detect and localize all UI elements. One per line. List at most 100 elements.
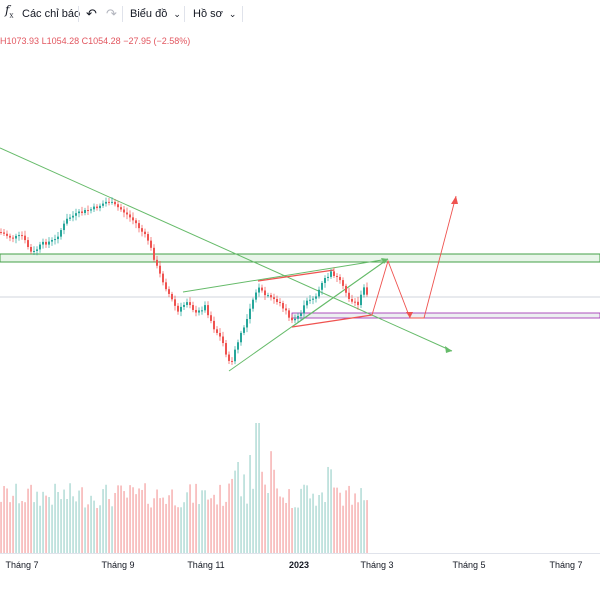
- candle-body: [318, 289, 320, 297]
- volume-bar: [18, 503, 20, 553]
- candle-body: [75, 213, 77, 216]
- volume-bar: [12, 495, 14, 553]
- candle-body: [327, 276, 329, 278]
- downtrend-arrow: [445, 346, 452, 353]
- candle-body: [123, 209, 125, 213]
- wedge-upper-line[interactable]: [182, 258, 389, 293]
- volume-bar: [36, 491, 38, 553]
- volume-bar: [147, 503, 149, 553]
- indicators-button[interactable]: Các chỉ báo: [22, 8, 81, 20]
- volume-bar: [153, 498, 155, 553]
- volume-bar: [192, 502, 194, 553]
- volume-bar: [270, 451, 272, 553]
- volume-bar: [180, 507, 182, 553]
- volume-bar: [252, 488, 254, 553]
- candle-body: [27, 240, 29, 247]
- volume-bar: [150, 507, 152, 553]
- volume-bar: [294, 507, 296, 553]
- candle-body: [9, 235, 11, 238]
- candle-body: [360, 294, 362, 306]
- time-axis[interactable]: Tháng 7 Tháng 9 Tháng 11 2023 Tháng 3 Th…: [0, 553, 600, 576]
- volume-bar: [6, 488, 8, 553]
- candle-body: [117, 204, 119, 208]
- candle-body: [183, 304, 185, 307]
- candle-body: [159, 265, 161, 274]
- volume-bar: [72, 496, 74, 553]
- volume-bar: [162, 497, 164, 553]
- candle-body: [195, 309, 197, 313]
- volume-bar: [246, 503, 248, 553]
- volume-bar: [156, 489, 158, 553]
- volume-bar: [207, 499, 209, 553]
- volume-bar: [30, 484, 32, 553]
- volume-bar: [288, 489, 290, 553]
- candle-body: [279, 301, 281, 304]
- candle-body: [96, 206, 98, 209]
- candle-body: [39, 244, 41, 250]
- volume-bar: [102, 489, 104, 553]
- candle-body: [225, 343, 227, 355]
- volume-bar: [267, 493, 269, 553]
- candle-body: [246, 319, 248, 328]
- candle-body: [138, 223, 140, 229]
- volume-bar: [285, 502, 287, 553]
- candle-body: [153, 247, 155, 260]
- candle-body: [18, 235, 20, 237]
- candle-body: [237, 342, 239, 350]
- volume-bar: [57, 491, 59, 553]
- ohlc-close: C1054.28: [81, 36, 121, 46]
- candle-body: [36, 249, 38, 251]
- candle-body: [54, 239, 56, 241]
- volume-bar: [276, 488, 278, 553]
- volume-bar: [66, 499, 68, 553]
- volume-bar: [333, 487, 335, 553]
- candle-body: [135, 220, 137, 224]
- volume-bar: [99, 505, 101, 553]
- redo-icon[interactable]: ↷: [106, 6, 117, 21]
- undo-icon[interactable]: ↶: [86, 6, 97, 21]
- support-zone[interactable]: [291, 312, 600, 319]
- candle-body: [189, 302, 191, 306]
- indicators-icon[interactable]: fx: [5, 3, 14, 20]
- volume-bar: [249, 455, 251, 553]
- channel-top-line[interactable]: [257, 269, 335, 282]
- candle-body: [87, 210, 89, 212]
- candle-body: [252, 299, 254, 309]
- resistance-zone[interactable]: [0, 253, 600, 263]
- volume-series: [0, 423, 368, 553]
- price-chart[interactable]: [0, 44, 600, 553]
- downtrend-line[interactable]: [0, 147, 453, 352]
- top-toolbar: fx Các chỉ báo ↶ ↷ Biểu đồ ⌄ Hồ sơ ⌄: [0, 0, 600, 28]
- candle-body: [24, 235, 26, 241]
- candle-body: [258, 287, 260, 293]
- volume-bar: [348, 485, 350, 553]
- volume-bar: [213, 494, 215, 553]
- toolbar-divider: [122, 6, 123, 22]
- volume-bar: [135, 494, 137, 553]
- volume-bar: [300, 488, 302, 553]
- candle-body: [126, 212, 128, 215]
- volume-bar: [261, 471, 263, 553]
- candle-body: [147, 234, 149, 241]
- channel-bottom-line[interactable]: [291, 314, 373, 328]
- candle-body: [363, 287, 365, 295]
- candle-body: [213, 320, 215, 330]
- volume-bar: [201, 490, 203, 553]
- candle-body: [6, 233, 8, 236]
- time-tick: Tháng 9: [101, 560, 135, 570]
- volume-bar: [312, 493, 314, 553]
- candle-body: [210, 315, 212, 321]
- candle-body: [114, 201, 116, 205]
- candle-body: [45, 241, 47, 245]
- candle-body: [3, 232, 5, 234]
- candle-body: [288, 310, 290, 318]
- candle-body: [21, 235, 23, 237]
- candle-body: [111, 201, 113, 203]
- volume-bar: [27, 488, 29, 553]
- channel-line[interactable]: [291, 258, 389, 328]
- volume-bar: [114, 492, 116, 553]
- volume-bar: [279, 496, 281, 553]
- candle-body: [228, 354, 230, 361]
- chart-menu-button[interactable]: Biểu đồ ⌄: [130, 4, 181, 24]
- profile-menu-button[interactable]: Hồ sơ ⌄: [193, 4, 236, 24]
